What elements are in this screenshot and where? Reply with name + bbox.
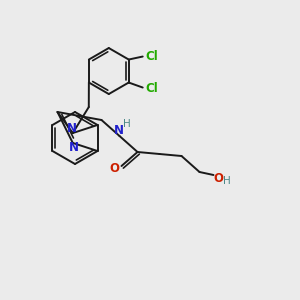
Text: H: H [223, 176, 230, 186]
Text: N: N [113, 124, 124, 136]
Text: N: N [69, 142, 79, 154]
Text: N: N [67, 122, 77, 134]
Text: Cl: Cl [145, 82, 158, 95]
Text: O: O [110, 161, 119, 175]
Text: H: H [123, 119, 130, 129]
Text: O: O [214, 172, 224, 184]
Text: Cl: Cl [145, 50, 158, 63]
